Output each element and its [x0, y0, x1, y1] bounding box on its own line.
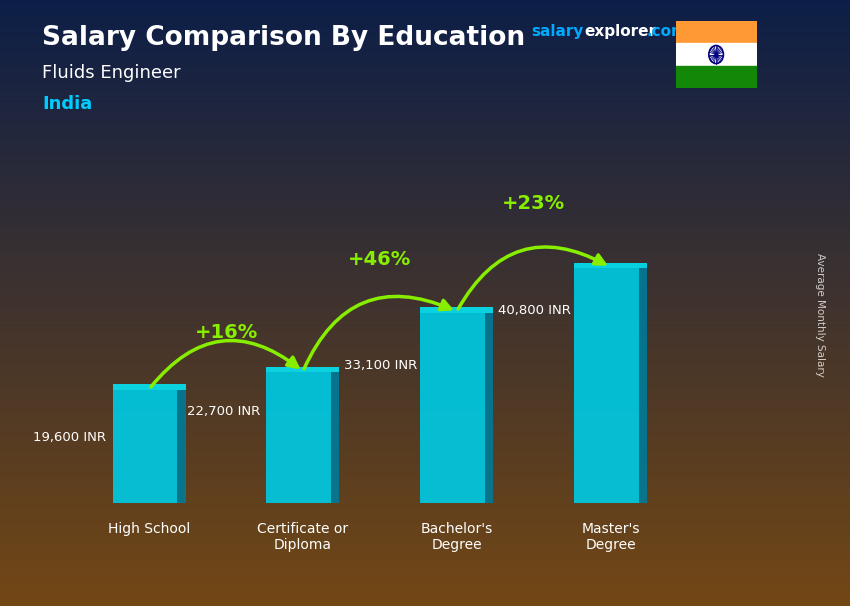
Bar: [420, 313, 484, 503]
Text: 22,700 INR: 22,700 INR: [187, 405, 260, 418]
Bar: [331, 373, 339, 503]
Bar: [484, 313, 493, 503]
Text: .com: .com: [646, 24, 687, 39]
Text: +46%: +46%: [348, 250, 411, 269]
Text: +23%: +23%: [502, 194, 565, 213]
Text: 33,100 INR: 33,100 INR: [343, 359, 417, 373]
Text: explorer: explorer: [584, 24, 656, 39]
Text: India: India: [42, 95, 93, 113]
Bar: [676, 65, 756, 88]
Bar: [574, 262, 647, 268]
Text: 19,600 INR: 19,600 INR: [33, 431, 106, 444]
Bar: [676, 44, 756, 65]
Text: Average Monthly Salary: Average Monthly Salary: [815, 253, 825, 377]
Bar: [420, 307, 493, 313]
Bar: [266, 373, 331, 503]
Bar: [112, 390, 177, 503]
Bar: [638, 268, 647, 503]
Text: Salary Comparison By Education: Salary Comparison By Education: [42, 25, 525, 52]
FancyArrowPatch shape: [150, 341, 298, 387]
Text: 40,800 INR: 40,800 INR: [498, 304, 571, 317]
Text: salary: salary: [531, 24, 584, 39]
FancyArrowPatch shape: [458, 247, 604, 309]
Bar: [266, 367, 339, 373]
Bar: [574, 268, 638, 503]
FancyArrowPatch shape: [304, 296, 451, 369]
Bar: [112, 384, 185, 390]
Bar: [177, 390, 185, 503]
Bar: [676, 21, 756, 44]
Text: +16%: +16%: [195, 324, 258, 342]
Text: Fluids Engineer: Fluids Engineer: [42, 64, 181, 82]
